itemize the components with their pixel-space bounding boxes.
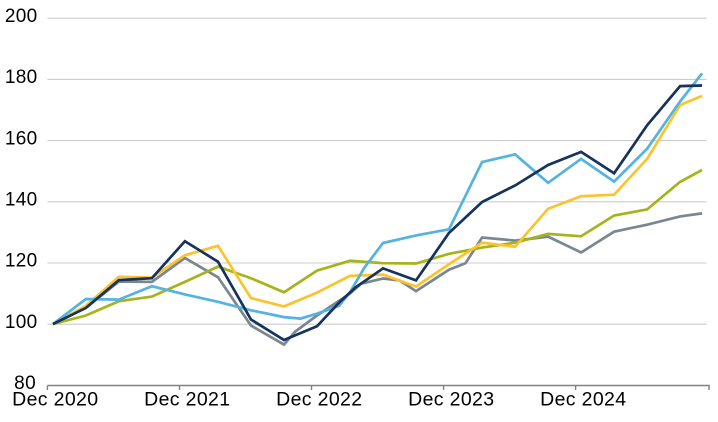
svg-text:Dec 2022: Dec 2022 xyxy=(276,389,362,411)
svg-text:Dec 2021: Dec 2021 xyxy=(144,389,230,411)
svg-text:200: 200 xyxy=(5,6,38,27)
svg-text:Dec 2023: Dec 2023 xyxy=(408,389,494,411)
svg-text:160: 160 xyxy=(5,128,38,149)
svg-text:Dec 2024: Dec 2024 xyxy=(540,389,626,411)
svg-text:180: 180 xyxy=(5,67,38,88)
svg-text:Dec 2020: Dec 2020 xyxy=(12,389,98,411)
svg-text:140: 140 xyxy=(5,190,38,211)
svg-text:120: 120 xyxy=(5,251,38,272)
svg-text:100: 100 xyxy=(5,312,38,333)
svg-text:80: 80 xyxy=(14,373,36,394)
